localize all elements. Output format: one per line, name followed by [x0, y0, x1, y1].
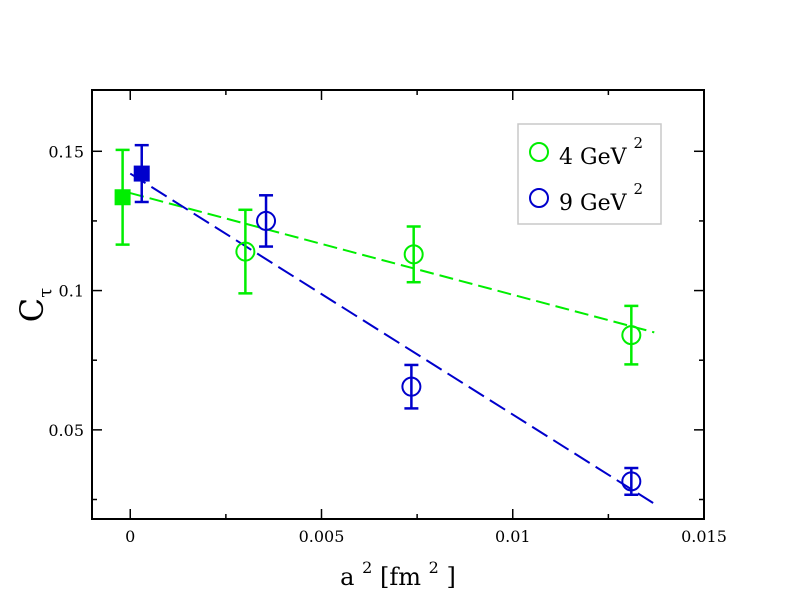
series-1-extrapolated-point — [133, 165, 150, 182]
fit-line-series-1 — [129, 172, 655, 505]
legend-label-9gev-sup: 2 — [633, 180, 643, 198]
series-0-point-2 — [621, 325, 642, 346]
x-tick-label: 0.005 — [299, 527, 345, 546]
y-axis-label-main: C — [13, 298, 51, 322]
series-0-extrapolated-point — [114, 189, 131, 206]
series-0-point-0 — [235, 241, 256, 262]
legend-marker-4gev — [529, 142, 549, 162]
legend-label-4gev: 4 GeV 2 — [559, 134, 643, 170]
x-axis-label-close: ] — [446, 563, 455, 591]
legend-label-9gev-text: 9 GeV — [559, 191, 628, 216]
x-axis-label-sup: 2 — [362, 558, 372, 577]
fit-lines — [129, 172, 655, 505]
x-tick-label: 0.01 — [495, 527, 531, 546]
data-markers — [114, 143, 642, 497]
plot-frame — [91, 89, 705, 520]
y-tick-label: 0.15 — [48, 142, 84, 161]
x-axis-label: a 2 [fm 2 ] — [340, 551, 456, 591]
series-1-point-1 — [401, 376, 422, 397]
y-tick-label: 0.05 — [48, 421, 84, 440]
legend-label-9gev: 9 GeV 2 — [559, 180, 643, 216]
y-axis-label-sub: τ — [35, 288, 56, 298]
fit-line-series-0 — [129, 192, 655, 334]
series-0-point-1 — [403, 244, 424, 265]
x-axis-label-unit: [fm — [380, 563, 421, 591]
axis-tick-labels: 0 0.005 0.01 0.015 0.05 0.1 0.15 — [48, 142, 727, 546]
axis-ticks — [92, 90, 705, 519]
y-axis-label: Cτ — [13, 288, 56, 322]
x-tick-label: 0 — [125, 527, 135, 546]
x-axis-label-unit-sup: 2 — [429, 558, 439, 577]
legend-label-4gev-text: 4 GeV — [559, 145, 628, 170]
legend-marker-9gev — [529, 188, 549, 208]
legend: 4 GeV 2 9 GeV 2 — [517, 123, 662, 225]
x-tick-label: 0.015 — [681, 527, 727, 546]
y-tick-label: 0.1 — [59, 282, 84, 301]
legend-label-4gev-sup: 2 — [633, 134, 643, 152]
series-1-point-2 — [621, 471, 642, 492]
x-axis-label-main: a — [340, 563, 354, 591]
series-1-point-0 — [256, 210, 277, 231]
